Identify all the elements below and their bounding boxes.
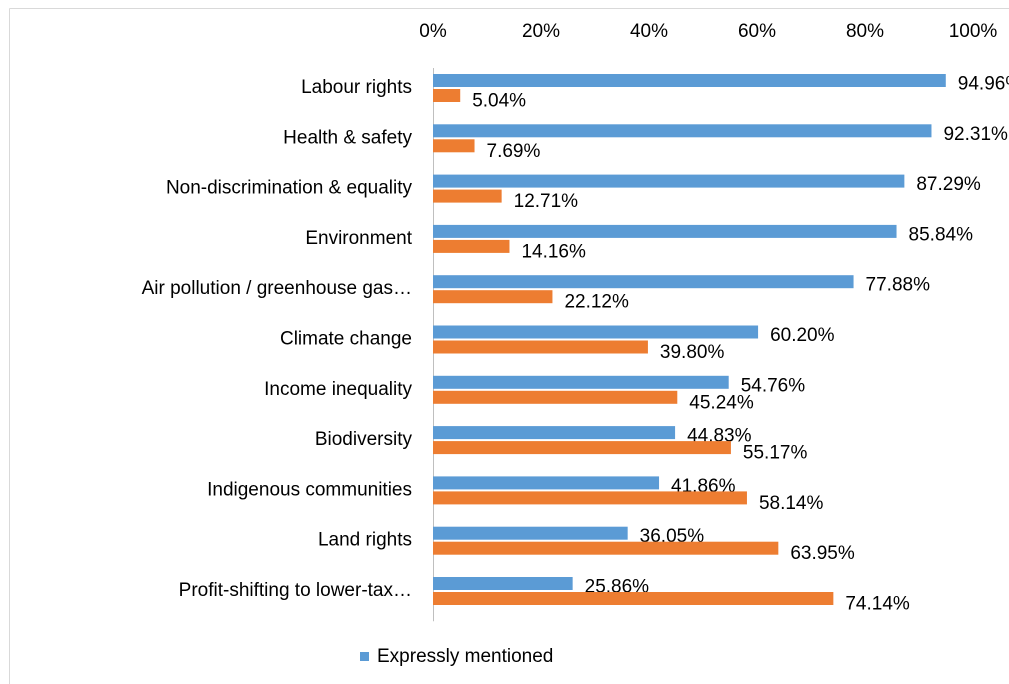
category-label: Environment	[305, 228, 412, 249]
x-tick-label: 20%	[522, 21, 560, 42]
bar	[433, 239, 510, 253]
data-label: 14.16%	[521, 241, 586, 262]
bar	[433, 325, 759, 339]
data-label: 63.95%	[790, 543, 855, 564]
bar	[433, 476, 660, 490]
bar	[433, 89, 461, 102]
bar	[433, 124, 932, 138]
bar	[433, 74, 946, 87]
bar	[433, 592, 834, 605]
data-label: 58.14%	[759, 493, 824, 514]
category-label: Land rights	[318, 530, 412, 551]
category-label: Labour rights	[301, 77, 412, 98]
bar	[433, 189, 502, 203]
data-label: 60.20%	[770, 325, 835, 346]
bar	[433, 577, 573, 590]
legend-label: Expressly mentioned	[377, 646, 553, 667]
x-tick-label: 0%	[419, 21, 447, 42]
data-label: 77.88%	[866, 275, 931, 296]
legend-swatch	[360, 652, 369, 661]
bar	[433, 526, 628, 540]
bar	[433, 426, 676, 440]
data-label: 94.96%	[958, 74, 1009, 95]
data-label: 39.80%	[660, 342, 725, 363]
category-label: Income inequality	[264, 379, 412, 400]
x-tick-label: 100%	[949, 21, 998, 42]
category-label: Non-discrimination & equality	[166, 178, 413, 199]
data-label: 45.24%	[689, 392, 754, 413]
category-label: Climate change	[280, 329, 412, 350]
bar	[433, 390, 678, 404]
category-label: Biodiversity	[315, 429, 413, 450]
x-tick-label: 60%	[738, 21, 776, 42]
data-label: 87.29%	[916, 174, 981, 195]
x-tick-label: 80%	[846, 21, 884, 42]
bar	[433, 441, 731, 455]
category-label: Indigenous communities	[207, 479, 412, 500]
data-label: 12.71%	[514, 191, 579, 212]
bar	[433, 375, 729, 389]
bar	[433, 340, 648, 354]
category-label: Profit-shifting to lower-tax…	[179, 580, 412, 601]
x-tick-label: 40%	[630, 21, 668, 42]
bar	[433, 290, 553, 304]
bar	[433, 174, 905, 188]
data-label: 5.04%	[472, 91, 526, 112]
bar	[433, 491, 747, 505]
data-label: 85.84%	[909, 224, 974, 245]
data-label: 7.69%	[487, 141, 541, 162]
data-label: 22.12%	[564, 292, 629, 313]
bar	[433, 541, 779, 555]
data-label: 74.14%	[845, 594, 910, 615]
category-label: Health & safety	[283, 127, 412, 148]
bar	[433, 139, 475, 153]
data-label: 55.17%	[743, 443, 808, 464]
bar	[433, 224, 897, 238]
bar	[433, 275, 854, 289]
category-label: Air pollution / greenhouse gas…	[142, 278, 412, 299]
data-label: 92.31%	[943, 124, 1008, 145]
data-label: 54.76%	[741, 375, 806, 396]
